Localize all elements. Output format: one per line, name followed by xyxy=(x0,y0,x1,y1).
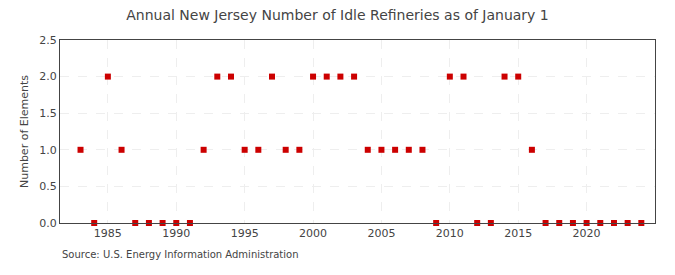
svg-text:1995: 1995 xyxy=(231,227,259,240)
svg-text:1.0: 1.0 xyxy=(39,144,57,157)
svg-text:Number of Elements: Number of Elements xyxy=(18,75,31,188)
svg-text:0.5: 0.5 xyxy=(39,180,57,193)
svg-text:2.5: 2.5 xyxy=(39,34,57,47)
svg-text:1990: 1990 xyxy=(162,227,190,240)
svg-text:Source: U.S. Energy Informatio: Source: U.S. Energy Information Administ… xyxy=(62,249,299,260)
svg-text:2010: 2010 xyxy=(436,227,464,240)
svg-text:1.5: 1.5 xyxy=(39,107,57,120)
svg-text:2020: 2020 xyxy=(573,227,601,240)
svg-text:2000: 2000 xyxy=(299,227,327,240)
svg-text:2.0: 2.0 xyxy=(39,70,57,83)
svg-text:2015: 2015 xyxy=(504,227,532,240)
svg-text:1985: 1985 xyxy=(94,227,122,240)
svg-text:2005: 2005 xyxy=(367,227,395,240)
svg-text:0.0: 0.0 xyxy=(39,217,57,230)
svg-text:Annual New Jersey Number of Id: Annual New Jersey Number of Idle Refiner… xyxy=(126,7,549,23)
